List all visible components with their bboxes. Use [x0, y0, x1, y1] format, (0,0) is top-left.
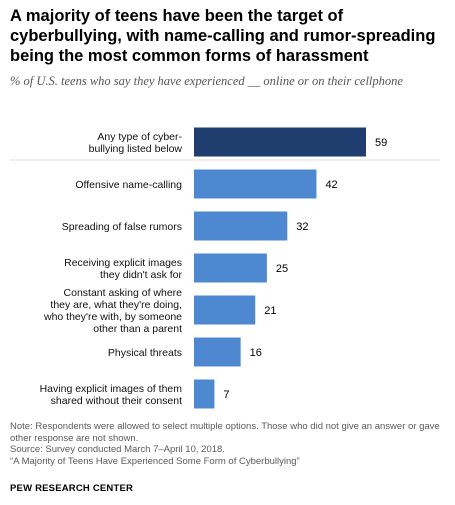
note-text: Note: Respondents were allowed to select… — [10, 421, 440, 444]
bar — [194, 127, 366, 157]
bar — [194, 337, 241, 367]
bar — [194, 211, 288, 241]
category-label: Offensive name-calling — [75, 179, 182, 191]
category-label: Physical threats — [108, 347, 182, 359]
data-label: 59 — [375, 137, 387, 149]
data-label: 16 — [250, 347, 262, 359]
data-label: 7 — [223, 389, 229, 401]
chart-title: A majority of teens have been the target… — [10, 7, 436, 65]
data-label: 25 — [276, 263, 288, 275]
brand-name: PEW RESEARCH CENTER — [10, 483, 134, 494]
category-label: Receiving explicit images they didn't ask… — [64, 257, 182, 281]
bar — [194, 295, 256, 325]
bar — [194, 253, 267, 283]
category-label: Any type of cyber-bullying listed below — [89, 131, 183, 155]
category-label: Having explicit images of them shared wit… — [40, 383, 183, 407]
bar — [194, 379, 215, 409]
chart-subtitle: % of U.S. teens who say they have experi… — [10, 74, 403, 88]
data-label: 42 — [325, 179, 337, 191]
data-label: 32 — [296, 221, 308, 233]
report-title: “A Majority of Teens Have Experienced So… — [10, 455, 300, 467]
footer-notes: Note: Respondents were allowed to select… — [10, 421, 445, 467]
category-label: Constant asking of where they are, what t… — [43, 287, 182, 335]
data-label: 21 — [264, 305, 276, 317]
bar — [194, 169, 317, 199]
bar-chart: 59 Any type of cyber-bullying listed belo… — [10, 127, 440, 409]
source-text: Source: Survey conducted March 7–April 1… — [10, 444, 225, 455]
category-label: Spreading of false rumors — [62, 221, 182, 233]
